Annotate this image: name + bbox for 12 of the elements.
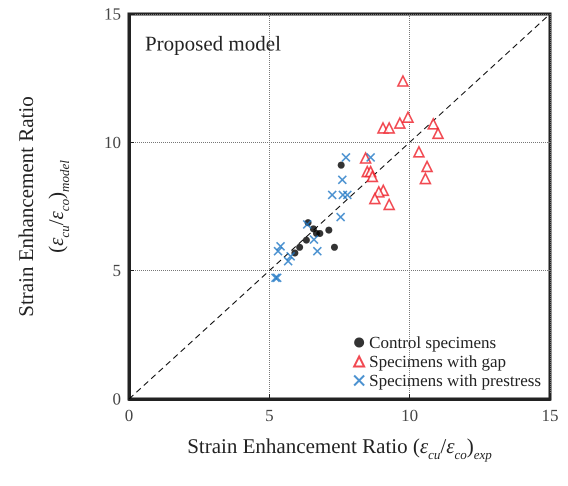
legend-label: Specimens with gap [369,352,506,371]
y-tick-label: 15 [104,4,121,24]
x-tick-label: 0 [124,406,134,425]
y-tick-label: 5 [112,261,121,280]
legend-label: Control specimens [369,333,496,352]
text: Proposed model [145,32,282,56]
legend-label: Specimens with prestress [369,371,541,390]
x-tick-label: 5 [265,406,274,425]
x-tick-label: 10 [401,406,418,425]
x-tick-label: 15 [542,406,558,425]
y-tick-label: 0 [112,390,121,408]
y-tick-label: 10 [104,132,121,152]
